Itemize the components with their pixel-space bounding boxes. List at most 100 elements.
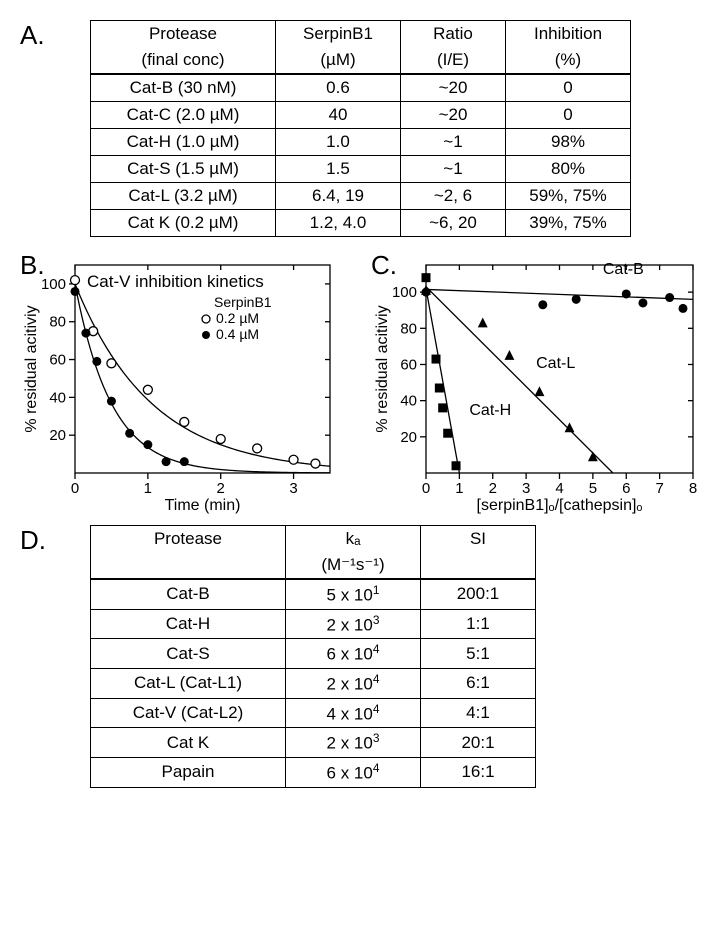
- table-cell: 200:1: [421, 579, 536, 609]
- table-cell: 59%, 75%: [506, 183, 631, 210]
- table-row: Papain6 x 10416:1: [91, 757, 536, 787]
- svg-text:5: 5: [589, 480, 597, 497]
- svg-text:20: 20: [400, 429, 417, 446]
- svg-text:Cat-V inhibition kinetics: Cat-V inhibition kinetics: [87, 272, 264, 291]
- table-cell: Cat-C (2.0 µM): [91, 102, 276, 129]
- table-cell: ~20: [401, 74, 506, 102]
- panel-b-label: B.: [20, 250, 45, 281]
- table-cell: Cat-S: [91, 639, 286, 669]
- svg-text:40: 40: [400, 393, 417, 410]
- panel-d-label: D.: [20, 525, 46, 556]
- th: [91, 552, 286, 579]
- th: SI: [421, 526, 536, 553]
- table-cell: Cat K: [91, 728, 286, 758]
- svg-text:40: 40: [49, 389, 66, 406]
- charts-row: B. 012320406080100Time (min)% residual a…: [20, 255, 701, 515]
- table-d: Protease kₐ SI (M⁻¹s⁻¹) Cat-B5 x 101200:…: [90, 525, 536, 788]
- th: [421, 552, 536, 579]
- table-row: Cat-L (Cat-L1)2 x 1046:1: [91, 668, 536, 698]
- table-cell: 16:1: [421, 757, 536, 787]
- table-cell: 1.2, 4.0: [276, 210, 401, 237]
- svg-text:6: 6: [622, 480, 630, 497]
- th: (I/E): [401, 47, 506, 74]
- table-d-header-top: Protease kₐ SI: [91, 526, 536, 553]
- table-cell: 2 x 103: [286, 728, 421, 758]
- svg-text:2: 2: [217, 480, 225, 497]
- table-cell: 0: [506, 74, 631, 102]
- svg-text:Cat-L: Cat-L: [536, 355, 575, 372]
- table-cell: 4:1: [421, 698, 536, 728]
- table-row: Cat-H2 x 1031:1: [91, 609, 536, 639]
- panel-a-label: A.: [20, 20, 45, 51]
- svg-text:0.4 µM: 0.4 µM: [216, 326, 259, 342]
- table-cell: 6.4, 19: [276, 183, 401, 210]
- th: (final conc): [91, 47, 276, 74]
- chart-b-svg: 012320406080100Time (min)% residual acit…: [20, 255, 340, 515]
- table-cell: Cat-B: [91, 579, 286, 609]
- table-a-header-sub: (final conc) (µM) (I/E) (%): [91, 47, 631, 74]
- svg-text:Time (min): Time (min): [165, 497, 241, 514]
- table-cell: 0: [506, 102, 631, 129]
- table-row: Cat-S (1.5 µM)1.5~180%: [91, 156, 631, 183]
- table-row: Cat-B (30 nM)0.6~200: [91, 74, 631, 102]
- panel-b: B. 012320406080100Time (min)% residual a…: [20, 255, 340, 515]
- table-cell: Cat-V (Cat-L2): [91, 698, 286, 728]
- table-cell: 39%, 75%: [506, 210, 631, 237]
- svg-text:80: 80: [49, 314, 66, 331]
- svg-text:4: 4: [555, 480, 563, 497]
- table-cell: Cat-H: [91, 609, 286, 639]
- table-row: Cat K (0.2 µM)1.2, 4.0~6, 2039%, 75%: [91, 210, 631, 237]
- th: (M⁻¹s⁻¹): [286, 552, 421, 579]
- table-cell: Cat-L (Cat-L1): [91, 668, 286, 698]
- th: Inhibition: [506, 21, 631, 48]
- th: Protease: [91, 526, 286, 553]
- svg-text:SerpinB1: SerpinB1: [214, 294, 272, 310]
- table-row: Cat K2 x 10320:1: [91, 728, 536, 758]
- svg-text:0.2 µM: 0.2 µM: [216, 310, 259, 326]
- table-row: Cat-H (1.0 µM)1.0~198%: [91, 129, 631, 156]
- table-cell: 80%: [506, 156, 631, 183]
- svg-text:60: 60: [49, 352, 66, 369]
- svg-text:100: 100: [41, 276, 66, 293]
- th: SerpinB1: [276, 21, 401, 48]
- th: (µM): [276, 47, 401, 74]
- table-cell: 20:1: [421, 728, 536, 758]
- table-cell: 4 x 104: [286, 698, 421, 728]
- table-row: Cat-C (2.0 µM)40~200: [91, 102, 631, 129]
- svg-text:1: 1: [144, 480, 152, 497]
- table-a: Protease SerpinB1 Ratio Inhibition (fina…: [90, 20, 631, 237]
- svg-text:Cat-B: Cat-B: [603, 261, 644, 278]
- svg-text:3: 3: [289, 480, 297, 497]
- svg-text:100: 100: [392, 284, 417, 301]
- table-cell: Cat-S (1.5 µM): [91, 156, 276, 183]
- th: (%): [506, 47, 631, 74]
- table-cell: 6:1: [421, 668, 536, 698]
- table-cell: 2 x 104: [286, 668, 421, 698]
- table-cell: 1.5: [276, 156, 401, 183]
- table-d-header-sub: (M⁻¹s⁻¹): [91, 552, 536, 579]
- svg-text:0: 0: [71, 480, 79, 497]
- table-cell: 2 x 103: [286, 609, 421, 639]
- svg-text:8: 8: [689, 480, 697, 497]
- table-row: Cat-S6 x 1045:1: [91, 639, 536, 669]
- table-cell: 6 x 104: [286, 757, 421, 787]
- th: Protease: [91, 21, 276, 48]
- svg-text:% residual acitiviy: % residual acitiviy: [23, 305, 40, 432]
- svg-text:0: 0: [422, 480, 430, 497]
- table-cell: 98%: [506, 129, 631, 156]
- svg-text:7: 7: [655, 480, 663, 497]
- table-cell: ~6, 20: [401, 210, 506, 237]
- svg-text:[serpinB1]ₒ/[cathepsin]ₒ: [serpinB1]ₒ/[cathepsin]ₒ: [477, 497, 643, 514]
- panel-c: C. 01234567820406080100[serpinB1]ₒ/[cath…: [371, 255, 701, 515]
- table-row: Cat-L (3.2 µM)6.4, 19~2, 659%, 75%: [91, 183, 631, 210]
- table-cell: ~1: [401, 129, 506, 156]
- table-cell: 5 x 101: [286, 579, 421, 609]
- table-cell: 40: [276, 102, 401, 129]
- table-a-header-top: Protease SerpinB1 Ratio Inhibition: [91, 21, 631, 48]
- svg-text:Cat-H: Cat-H: [469, 402, 511, 419]
- table-cell: ~2, 6: [401, 183, 506, 210]
- panel-d: D. Protease kₐ SI (M⁻¹s⁻¹) Cat-B5 x 1012…: [20, 525, 701, 788]
- svg-text:3: 3: [522, 480, 530, 497]
- chart-c-svg: 01234567820406080100[serpinB1]ₒ/[catheps…: [371, 255, 701, 515]
- svg-text:80: 80: [400, 320, 417, 337]
